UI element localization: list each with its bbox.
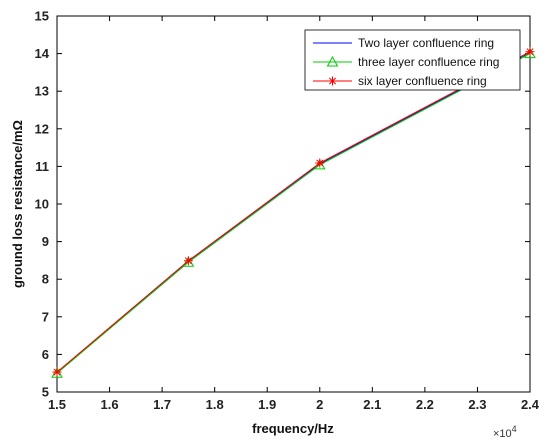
y-tick-label-4: 9 [42, 234, 49, 249]
x-axis-exponent-base: ×10 [493, 428, 512, 440]
series-2-point-1 [183, 256, 193, 266]
x-tick-label-0: 1.5 [48, 397, 66, 412]
series-2-point-3-d2 [526, 48, 534, 56]
legend-box [304, 29, 521, 91]
series-1-point-1 [182, 256, 195, 267]
x-tick-label-3: 1.8 [206, 397, 224, 412]
series-2-point-2 [315, 158, 325, 168]
y-tick-label-0: 5 [42, 385, 49, 400]
x-tick-label-7: 2.2 [416, 397, 434, 412]
x-tick-label-2: 1.7 [153, 397, 171, 412]
y-tick-label-7: 12 [35, 121, 49, 136]
x-tick-label-9: 2.4 [521, 397, 540, 412]
y-tick-label-8: 13 [35, 84, 49, 99]
y-tick-label-6: 11 [35, 159, 49, 174]
series-layer [51, 47, 536, 378]
legend-marker-2 [328, 76, 337, 86]
series-line-2 [56, 51, 531, 373]
series-1-point-0 [51, 367, 63, 378]
x-tick-label-1: 1.6 [101, 397, 119, 412]
y-tick-label-9: 14 [35, 46, 50, 61]
series-2-point-0-d2 [53, 368, 61, 376]
legend-label-2: six layer confluence ring [358, 74, 487, 88]
series-2-point-0 [52, 367, 62, 377]
x-tick-label-8: 2.3 [468, 397, 486, 412]
y-tick-label-10: 15 [35, 9, 49, 24]
x-axis-exponent-power: 4 [512, 424, 517, 434]
y-tick-label-2: 7 [42, 309, 49, 324]
series-2-point-3 [525, 47, 535, 57]
y-tick-label-1: 6 [42, 347, 49, 362]
series-2-point-2-d2 [316, 159, 324, 167]
x-axis-exponent: ×104 [493, 424, 517, 440]
y-tick-label-3: 8 [42, 272, 49, 287]
series-2-point-1-d2 [184, 257, 192, 265]
y-tick-label-5: 10 [35, 197, 49, 212]
legend-label-1: three layer confluence ring [358, 55, 499, 69]
y-axis-title: ground loss resistance/mΩ [10, 120, 25, 288]
legend-marker-2-d2 [328, 77, 337, 85]
x-tick-label-4: 1.9 [258, 397, 276, 412]
legend: Two layer confluence ring three layer con… [304, 29, 521, 91]
legend-marker-1 [326, 55, 339, 67]
x-tick-label-5: 2 [316, 397, 323, 412]
series-line-1 [56, 53, 531, 374]
legend-label-0: Two layer confluence ring [358, 36, 494, 50]
x-axis-title: frequency/Hz [252, 421, 334, 436]
ticks-layer: 1.5 1.6 1.7 1.8 1.9 2 2.1 2.2 2.3 2.4 5 6 7 8 9 10 11 12 1… [35, 9, 540, 413]
x-tick-label-6: 2.1 [363, 397, 381, 412]
